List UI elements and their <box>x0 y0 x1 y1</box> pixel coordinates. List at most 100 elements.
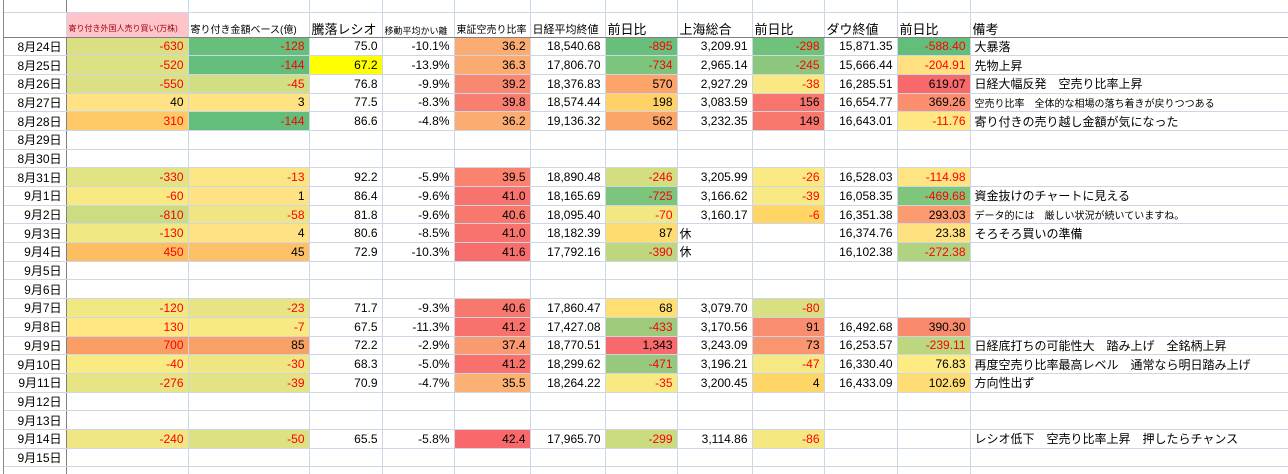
cell-short_ratio[interactable]: 41.0 <box>454 186 531 206</box>
cell-dow_chg[interactable]: -272.38 <box>897 242 971 262</box>
cell-short_ratio[interactable]: 41.2 <box>454 354 531 374</box>
cell-dow_close[interactable]: 16,102.38 <box>824 242 898 262</box>
cell-nikkei_close[interactable] <box>530 149 606 169</box>
cell-shanghai[interactable] <box>677 130 753 150</box>
cell-nikkei_close[interactable] <box>530 279 606 300</box>
cell-open_amount[interactable]: -13 <box>188 167 310 187</box>
remarks-cell[interactable] <box>970 242 1288 262</box>
cell-shanghai_chg[interactable] <box>752 242 825 262</box>
empty-cell[interactable] <box>309 0 383 13</box>
cell-ma_dev[interactable]: -8.5% <box>382 223 455 244</box>
cell-dow_chg[interactable]: 390.30 <box>897 317 971 337</box>
cell-nikkei_close[interactable]: 18,540.68 <box>530 37 606 57</box>
date-cell[interactable]: 8月30日 <box>4 149 67 169</box>
column-header-shanghai[interactable]: 上海総合 <box>677 12 753 38</box>
cell-nikkei_close[interactable]: 18,376.83 <box>530 74 606 94</box>
cell-open_foreign[interactable]: -520 <box>66 55 189 75</box>
cell-open_foreign[interactable] <box>66 410 189 430</box>
cell-shanghai_chg[interactable]: -39 <box>752 186 825 206</box>
cell-ratio[interactable]: 65.5 <box>309 429 383 449</box>
cell-ma_dev[interactable] <box>382 279 455 300</box>
cell-open_foreign[interactable] <box>66 279 189 300</box>
remarks-cell[interactable]: 寄り付きの売り越し金額が気になった <box>970 111 1288 131</box>
cell-ratio[interactable]: 68.3 <box>309 354 383 374</box>
cell-open_amount[interactable] <box>188 149 310 169</box>
cell-ma_dev[interactable]: -4.8% <box>382 111 455 131</box>
cell-nikkei_chg[interactable]: -70 <box>605 205 678 225</box>
cell-shanghai_chg[interactable]: -47 <box>752 354 825 374</box>
remarks-cell[interactable]: 再度空売り比率最高レベル 通常なら明日踏み上げ <box>970 354 1288 374</box>
remarks-cell[interactable]: 方向性出ず <box>970 373 1288 393</box>
cell-dow_chg[interactable] <box>897 298 971 318</box>
remarks-cell[interactable]: レシオ低下 空売り比率上昇 押したらチャンス <box>970 429 1288 449</box>
cell-dow_chg[interactable]: 102.69 <box>897 373 971 393</box>
date-cell[interactable]: 9月11日 <box>4 373 67 393</box>
cell-open_amount[interactable]: -45 <box>188 74 310 94</box>
cell-open_amount[interactable]: 85 <box>188 336 310 356</box>
cell-shanghai_chg[interactable] <box>752 223 825 244</box>
cell-ma_dev[interactable]: -5.8% <box>382 429 455 449</box>
cell-open_amount[interactable]: 3 <box>188 93 310 113</box>
cell-open_amount[interactable]: 1 <box>188 186 310 206</box>
cell-nikkei_chg[interactable]: 570 <box>605 74 678 94</box>
cell-shanghai_chg[interactable]: -80 <box>752 298 825 318</box>
date-cell[interactable]: 9月4日 <box>4 242 67 262</box>
cell-open_foreign[interactable]: 450 <box>66 242 189 262</box>
empty-cell[interactable] <box>897 466 971 474</box>
empty-cell[interactable] <box>188 466 310 474</box>
empty-cell[interactable] <box>605 0 678 13</box>
cell-open_foreign[interactable]: -276 <box>66 373 189 393</box>
cell-dow_close[interactable]: 16,643.01 <box>824 111 898 131</box>
cell-ma_dev[interactable] <box>382 448 455 468</box>
cell-dow_close[interactable]: 15,666.44 <box>824 55 898 75</box>
cell-open_amount[interactable]: -30 <box>188 354 310 374</box>
column-header-nikkei_chg[interactable]: 前日比 <box>605 12 678 38</box>
remarks-cell[interactable]: データ的には 厳しい状況が続いていますね。 <box>970 205 1288 225</box>
empty-cell[interactable] <box>188 0 310 13</box>
cell-open_amount[interactable] <box>188 261 310 281</box>
empty-cell[interactable] <box>824 466 898 474</box>
cell-ma_dev[interactable]: -2.9% <box>382 336 455 356</box>
cell-open_amount[interactable]: -50 <box>188 429 310 449</box>
cell-short_ratio[interactable]: 40.6 <box>454 205 531 225</box>
cell-dow_close[interactable] <box>824 261 898 281</box>
cell-open_foreign[interactable]: -550 <box>66 74 189 94</box>
column-header-dow_chg[interactable]: 前日比 <box>897 12 971 38</box>
remarks-cell[interactable]: 日経大幅反発 空売り比率上昇 <box>970 74 1288 94</box>
cell-ma_dev[interactable]: -4.7% <box>382 373 455 393</box>
empty-cell[interactable] <box>309 466 383 474</box>
cell-shanghai[interactable] <box>677 410 753 430</box>
date-cell[interactable]: 9月9日 <box>4 336 67 356</box>
cell-nikkei_chg[interactable]: 562 <box>605 111 678 131</box>
cell-open_amount[interactable]: -144 <box>188 55 310 75</box>
empty-cell[interactable] <box>677 0 753 13</box>
cell-shanghai[interactable]: 3,083.59 <box>677 93 753 113</box>
cell-ratio[interactable] <box>309 448 383 468</box>
cell-open_amount[interactable]: -128 <box>188 37 310 57</box>
cell-short_ratio[interactable]: 41.2 <box>454 317 531 337</box>
remarks-cell[interactable] <box>970 298 1288 318</box>
cell-open_foreign[interactable]: -60 <box>66 186 189 206</box>
cell-dow_chg[interactable] <box>897 279 971 300</box>
cell-shanghai[interactable]: 2,927.29 <box>677 74 753 94</box>
remarks-cell[interactable]: そろそろ買いの準備 <box>970 223 1288 244</box>
cell-shanghai[interactable]: 3,205.99 <box>677 167 753 187</box>
empty-cell[interactable] <box>454 0 531 13</box>
cell-dow_close[interactable] <box>824 392 898 412</box>
cell-open_foreign[interactable]: 700 <box>66 336 189 356</box>
remarks-cell[interactable]: 資金抜けのチャートに見える <box>970 186 1288 206</box>
cell-nikkei_chg[interactable]: -725 <box>605 186 678 206</box>
cell-ma_dev[interactable] <box>382 392 455 412</box>
cell-ma_dev[interactable]: -13.9% <box>382 55 455 75</box>
cell-open_amount[interactable]: -58 <box>188 205 310 225</box>
cell-open_foreign[interactable]: -240 <box>66 429 189 449</box>
date-cell[interactable]: 8月24日 <box>4 37 67 57</box>
cell-open_foreign[interactable]: 130 <box>66 317 189 337</box>
cell-ratio[interactable] <box>309 261 383 281</box>
cell-open_foreign[interactable]: 40 <box>66 93 189 113</box>
remarks-cell[interactable]: 大暴落 <box>970 37 1288 57</box>
cell-open_amount[interactable]: -39 <box>188 373 310 393</box>
cell-nikkei_close[interactable] <box>530 410 606 430</box>
cell-dow_close[interactable]: 16,330.40 <box>824 354 898 374</box>
empty-cell[interactable] <box>530 466 606 474</box>
